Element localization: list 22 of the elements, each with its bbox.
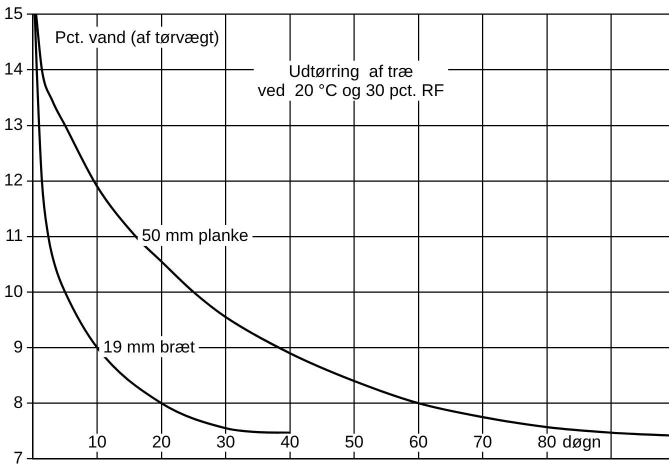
y-tick-label: 15: [4, 4, 23, 23]
y-tick-label: 12: [4, 170, 23, 190]
y-tick-label: 7: [13, 448, 23, 468]
text: Udtørring af træ ved 20 °C og 30 pct. RF: [258, 62, 444, 100]
x-tick-label: 40: [280, 432, 300, 452]
series-label: 50 mm planke: [142, 226, 248, 246]
y-axis-title: Pct. vand (af tørvægt): [54, 28, 220, 47]
x-tick-label: 80: [537, 432, 556, 452]
x-tick-label: 70: [473, 432, 492, 452]
y-tick-label: 13: [4, 115, 23, 134]
y-tick-label: 14: [4, 59, 23, 78]
y-tick-label: 9: [13, 337, 23, 356]
series-label: 19 mm bræt: [103, 337, 196, 356]
x-tick-label: 30: [216, 432, 236, 452]
y-tick-label: 10: [4, 282, 23, 301]
x-axis-title: døgn: [562, 432, 602, 452]
x-tick-label: 60: [408, 432, 428, 452]
y-tick-label: 8: [13, 392, 23, 412]
x-tick-label: 50: [344, 432, 364, 452]
x-tick-label: 20: [152, 432, 171, 452]
x-tick-label: 10: [88, 432, 107, 452]
y-tick-label: 11: [5, 226, 23, 246]
